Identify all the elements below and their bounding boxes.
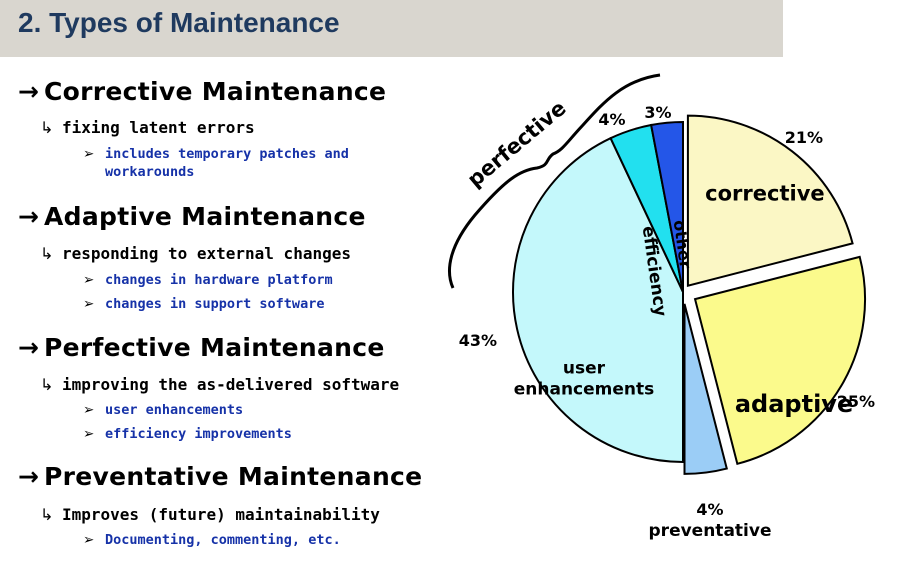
hook-arrow-icon: ↳ bbox=[40, 505, 54, 524]
slice-value-adaptive: 25% bbox=[837, 392, 875, 411]
section-heading: → Adaptive Maintenance bbox=[18, 202, 366, 231]
arrow-icon: → bbox=[18, 77, 40, 106]
perfective-brace bbox=[448, 73, 661, 289]
bullet: ➢ includes temporary patches and workarou… bbox=[83, 146, 349, 180]
pie-slice-other bbox=[649, 120, 684, 293]
slice-label-user-enhancements: user enhancements bbox=[514, 359, 655, 400]
section-heading: → Preventative Maintenance bbox=[18, 462, 423, 491]
section-corrective: → Corrective Maintenance bbox=[18, 77, 386, 106]
arrow-icon: → bbox=[18, 333, 40, 362]
triangle-bullet-icon: ➢ bbox=[83, 402, 95, 418]
triangle-bullet-icon: ➢ bbox=[83, 272, 95, 288]
bullet: ➢ efficiency improvements bbox=[83, 426, 292, 442]
bullet: ➢ changes in support software bbox=[83, 296, 325, 312]
hook-arrow-icon: ↳ bbox=[40, 375, 54, 394]
section-preventative: → Preventative Maintenance bbox=[18, 462, 422, 491]
slice-label-corrective: corrective bbox=[705, 182, 824, 206]
title-bar: 2. Types of Maintenance bbox=[0, 0, 783, 57]
section-heading: → Corrective Maintenance bbox=[18, 77, 387, 106]
pie-slice-adaptive bbox=[693, 255, 867, 466]
bullet: ➢ Documenting, commenting, etc. bbox=[83, 532, 341, 548]
pie-slices bbox=[512, 114, 867, 475]
triangle-bullet-icon: ➢ bbox=[83, 426, 95, 442]
triangle-bullet-icon: ➢ bbox=[83, 146, 95, 162]
triangle-bullet-icon: ➢ bbox=[83, 532, 95, 548]
slice-value-efficiency: 4% bbox=[598, 110, 625, 129]
sub-point: ↳ Improves (future) maintainability bbox=[40, 505, 380, 524]
pie-slice-corrective bbox=[686, 114, 854, 287]
section-adaptive: → Adaptive Maintenance bbox=[18, 202, 366, 231]
bullet: ➢ changes in hardware platform bbox=[83, 272, 333, 288]
pie-slice-preventative bbox=[683, 303, 728, 475]
sub-point: ↳ improving the as-delivered software bbox=[40, 375, 400, 394]
slice-label-adaptive: adaptive bbox=[735, 390, 853, 418]
hook-arrow-icon: ↳ bbox=[40, 244, 54, 263]
bullet: ➢ user enhancements bbox=[83, 402, 244, 418]
slice-value-corrective: 21% bbox=[785, 128, 823, 147]
section-heading: → Perfective Maintenance bbox=[18, 333, 385, 362]
sub-point: ↳ fixing latent errors bbox=[40, 118, 255, 137]
sub-point: ↳ responding to external changes bbox=[40, 244, 351, 263]
triangle-bullet-icon: ➢ bbox=[83, 296, 95, 312]
arrow-icon: → bbox=[18, 462, 40, 491]
pie-slice-user-enhancements bbox=[512, 136, 684, 464]
slice-value-preventative: 4% bbox=[696, 500, 723, 519]
slice-value-user-enhancements: 43% bbox=[459, 331, 497, 350]
slide-title: 2. Types of Maintenance bbox=[18, 7, 340, 38]
slice-label-preventative: preventative bbox=[649, 521, 772, 540]
section-perfective: → Perfective Maintenance bbox=[18, 333, 385, 362]
arrow-icon: → bbox=[18, 202, 40, 231]
slice-value-other: 3% bbox=[644, 103, 671, 122]
perfective-group-label: perfective bbox=[463, 96, 571, 192]
hook-arrow-icon: ↳ bbox=[40, 118, 54, 137]
